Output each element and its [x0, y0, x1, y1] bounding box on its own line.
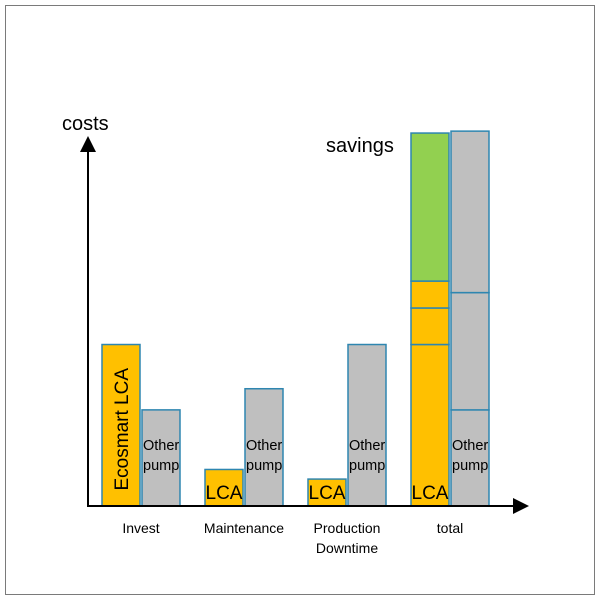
bar-total-other-pump-seg1 — [450, 291, 490, 411]
bar-label-total-other-pump: Other pump — [452, 438, 488, 474]
chart-frame: costs savings Ecosmart LCA Other pump Inves… — [5, 5, 595, 595]
bar-label-production-downtime-other-pump: Other pump — [349, 438, 385, 474]
bar-total-savings — [410, 132, 450, 282]
bar-invest-other-pump-seg0 — [141, 409, 181, 507]
bars-layer — [101, 130, 490, 507]
cost-comparison-chart: costs savings Ecosmart LCA Other pump Inves… — [62, 113, 529, 556]
bar-invest-ecosmart-lca-seg0 — [101, 343, 141, 507]
bar-label-total-lca: LCA — [412, 483, 449, 504]
bar-production-downtime-other-pump-seg0 — [347, 343, 387, 507]
bar-total-lca-seg0 — [410, 343, 450, 507]
bar-label-maintenance-other-pump: Other pump — [246, 438, 282, 474]
bar-label-production-downtime-lca: LCA — [309, 483, 346, 504]
bar-total-other-pump-seg2 — [450, 130, 490, 294]
category-label-total: total — [437, 520, 463, 536]
savings-annotation: savings — [326, 135, 394, 157]
bar-maintenance-other-pump-seg0 — [244, 387, 284, 507]
bar-total-other-pump-seg0 — [450, 409, 490, 507]
bar-label-invest-other-pump: Other pump — [143, 438, 179, 474]
category-label-production-downtime: Production Downtime — [314, 520, 381, 556]
category-label-invest: Invest — [122, 520, 159, 536]
bar-label-maintenance-lca: LCA — [206, 483, 243, 504]
bar-label-invest-ecosmart-lca: Ecosmart LCA — [112, 368, 133, 491]
bar-total-lca-seg1 — [410, 307, 450, 346]
bar-total-lca-seg2 — [410, 280, 450, 309]
y-axis-label: costs — [62, 113, 109, 135]
category-label-maintenance: Maintenance — [204, 520, 284, 536]
